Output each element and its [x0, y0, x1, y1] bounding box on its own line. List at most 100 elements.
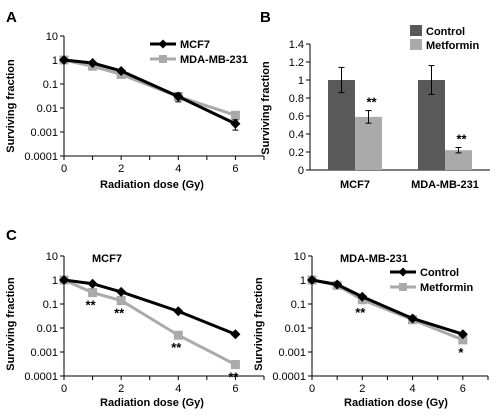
chart-3-point-0: [307, 275, 317, 285]
chart-3-point-0: [332, 279, 343, 290]
chart-2-point-0: [230, 329, 241, 340]
chart-3-significance-label: **: [355, 305, 366, 320]
chart-c-mda-xlabel: Radiation dose (Gy): [344, 397, 448, 409]
chart-0-xtick-label: 6: [232, 163, 238, 175]
chart-1-ytick-label: 0.6: [289, 111, 304, 123]
chart-3-xtick-label: 2: [359, 383, 365, 395]
chart-0-point-0: [230, 118, 241, 129]
chart-2-ytick-label: 0.1: [43, 299, 58, 311]
chart-1-ytick-label: 1.4: [289, 39, 304, 51]
chart-1-legend-label-1: Metformin: [426, 40, 479, 52]
chart-0-ytick-label: 0.0001: [24, 151, 58, 163]
chart-1-category-label: MDA-MB-231: [411, 179, 479, 191]
panel-label-b: B: [260, 9, 271, 26]
chart-3-point-0: [457, 329, 468, 340]
panel-label-c: C: [6, 227, 17, 244]
chart-0-ytick-label: 0.001: [30, 127, 58, 139]
chart-0-point-0: [87, 57, 98, 68]
chart-0-point-0: [59, 55, 69, 65]
chart-2-xtick-label: 4: [175, 383, 181, 395]
chart-c-mcf7-title: MCF7: [92, 253, 122, 265]
chart-0-xtick-label: 4: [175, 163, 181, 175]
chart-3-ytick-label: 0.01: [285, 323, 306, 335]
chart-2-point-1: [116, 295, 126, 305]
chart-0-xtick-label: 0: [61, 163, 67, 175]
chart-1-bar-0: [328, 80, 355, 170]
chart-1-ytick-label: 1: [298, 75, 304, 87]
chart-3-ytick-label: 1: [300, 275, 306, 287]
chart-c-mda-ylabel: Surviving fraction: [253, 277, 265, 371]
chart-2-xtick-label: 0: [61, 383, 67, 395]
chart-0-legend-label-1: MDA-MB-231: [180, 54, 248, 66]
chart-2-point-0: [87, 278, 98, 289]
chart-2-ytick-label: 10: [46, 251, 58, 263]
chart-2-ytick-label: 0.01: [37, 323, 58, 335]
chart-2-point-0: [59, 275, 69, 285]
chart-2-point-1: [88, 288, 98, 298]
chart-3-legend-marker-0: [398, 267, 408, 277]
chart-3-legend-label-1: Metformin: [420, 282, 473, 294]
chart-2-significance-label: **: [228, 370, 239, 385]
chart-1-legend-label-0: Control: [426, 26, 465, 38]
chart-1-ytick-label: 0.8: [289, 93, 304, 105]
chart-0-xtick-label: 2: [118, 163, 124, 175]
chart-0-legend-marker-1: [159, 55, 167, 63]
panel-label-a: A: [6, 9, 17, 26]
chart-a-xlabel: Radiation dose (Gy): [100, 179, 204, 191]
chart-c-mcf7: MCF7 Radiation dose (Gy) Surviving fract…: [5, 251, 265, 409]
chart-c-mda-title: MDA-MB-231: [340, 253, 408, 265]
chart-3-ytick-label: 0.1: [291, 299, 306, 311]
chart-2-ytick-label: 0.001: [30, 347, 58, 359]
chart-3-xtick-label: 4: [410, 383, 416, 395]
chart-1-ytick-label: 0.2: [289, 147, 304, 159]
chart-1-ytick-label: 0: [298, 165, 304, 177]
chart-1-significance-label: **: [366, 95, 377, 110]
chart-3-ytick-label: 10: [294, 251, 306, 263]
chart-3-xtick-label: 6: [460, 383, 466, 395]
chart-0-point-1: [230, 110, 240, 120]
chart-0-legend-label-0: MCF7: [180, 39, 210, 51]
chart-3-ytick-label: 0.001: [278, 347, 306, 359]
chart-1-bar-0: [418, 80, 445, 170]
chart-1-legend-swatch-0: [410, 25, 422, 36]
chart-0-point-0: [173, 91, 184, 102]
chart-1-bar-1: [355, 116, 382, 170]
chart-1-bar-1: [445, 150, 472, 170]
chart-1-ytick-label: 1.2: [289, 57, 304, 69]
chart-0-ytick-label: 0.1: [43, 79, 58, 91]
chart-2-significance-label: **: [171, 340, 182, 355]
chart-a-ylabel: Surviving fraction: [5, 59, 17, 153]
chart-2-xtick-label: 6: [232, 383, 238, 395]
chart-3-point-1: [458, 335, 468, 345]
chart-1-legend-swatch-1: [410, 39, 422, 50]
chart-0-ytick-label: 1: [52, 55, 58, 67]
chart-b-ylabel: Surviving fraction: [260, 61, 272, 155]
chart-c-mcf7-xlabel: Radiation dose (Gy): [100, 397, 204, 409]
chart-1-significance-label: **: [456, 132, 467, 147]
chart-0-point-0: [116, 65, 127, 76]
chart-c-mda: MDA-MB-231 Radiation dose (Gy) Surviving…: [253, 251, 489, 409]
chart-3-point-0: [407, 313, 418, 324]
chart-c-mcf7-ylabel: Surviving fraction: [5, 277, 17, 371]
chart-2-ytick-label: 1: [52, 275, 58, 287]
chart-2-point-0: [173, 306, 184, 317]
chart-2-point-1: [173, 330, 183, 340]
chart-2-significance-label: **: [86, 298, 97, 313]
chart-3-legend-marker-1: [399, 283, 407, 291]
chart-2-point-1: [230, 360, 240, 370]
chart-3-legend-label-0: Control: [420, 267, 459, 279]
chart-0-ytick-label: 10: [46, 31, 58, 43]
chart-3-xtick-label: 0: [309, 383, 315, 395]
chart-a-survival-curve: Radiation dose (Gy) Surviving fraction 1…: [5, 31, 265, 191]
chart-1-ytick-label: 0.4: [289, 129, 304, 141]
chart-3-ytick-label: 0.0001: [272, 371, 306, 383]
chart-1-category-label: MCF7: [340, 179, 370, 191]
chart-2-significance-label: **: [114, 305, 125, 320]
chart-2-xtick-label: 2: [118, 383, 124, 395]
chart-2-ytick-label: 0.0001: [24, 371, 58, 383]
chart-3-point-0: [357, 291, 368, 302]
chart-0-ytick-label: 0.01: [37, 103, 58, 115]
chart-0-legend-marker-0: [158, 39, 168, 49]
chart-b-bar-chart: Surviving fraction 0 0.2 0.4 0.6 0.8 1 1.2 1.4 M…: [260, 25, 490, 191]
